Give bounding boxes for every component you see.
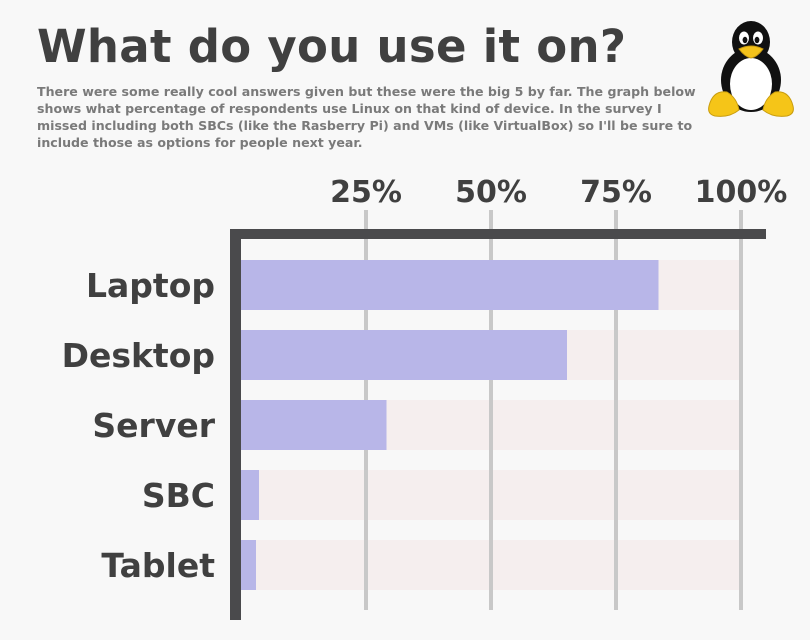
category-label-tablet: Tablet — [101, 546, 215, 585]
bar-sbc — [241, 470, 259, 520]
y-axis-line — [230, 229, 241, 620]
chart-subtitle: There were some really cool answers give… — [37, 84, 696, 150]
category-label-sbc: SBC — [142, 476, 215, 515]
tick-label-75: 75% — [580, 175, 652, 210]
x-axis-line — [230, 229, 766, 239]
bar-tablet — [241, 540, 256, 590]
category-label-laptop: Laptop — [86, 266, 215, 305]
category-label-server: Server — [92, 406, 215, 445]
tick-label-25: 25% — [330, 175, 402, 210]
bar-desktop — [241, 330, 567, 380]
bar-laptop — [241, 260, 659, 310]
tick-label-100: 100% — [695, 175, 788, 210]
bar-server — [241, 400, 387, 450]
tux-penguin-icon — [708, 21, 794, 117]
tick-label-50: 50% — [455, 175, 527, 210]
category-label-desktop: Desktop — [62, 336, 215, 375]
chart-title: What do you use it on? — [37, 20, 627, 73]
